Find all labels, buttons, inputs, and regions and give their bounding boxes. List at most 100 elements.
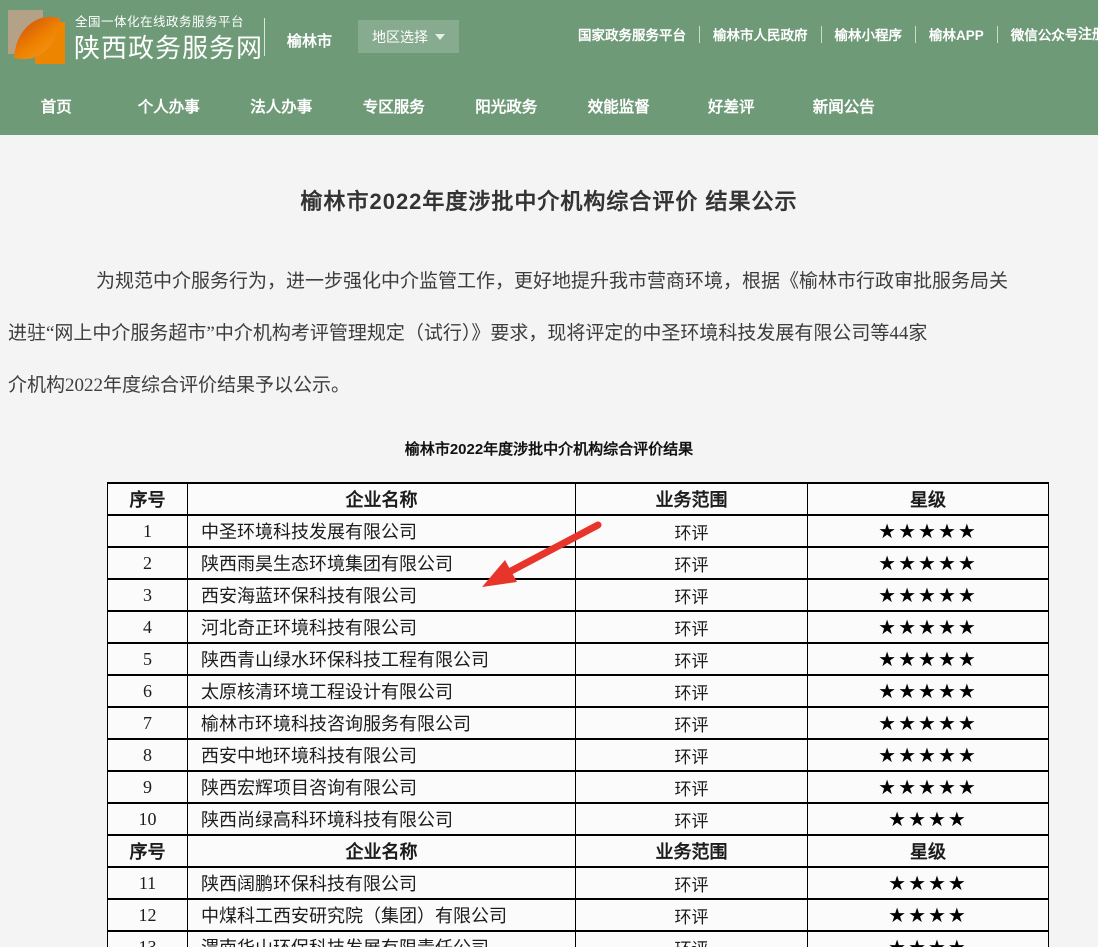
table-row: 10 陕西尚绿高科环境科技有限公司 环评 ★★★★: [107, 802, 1049, 836]
header-links: 国家政务服务平台 榆林市人民政府 榆林小程序 榆林APP 微信公众号: [578, 24, 1078, 44]
column-header: 序号: [107, 834, 188, 868]
cell-scope: 环评: [575, 514, 808, 548]
cell-scope: 环评: [575, 802, 808, 836]
header-link-separator: [699, 25, 700, 43]
platform-subtitle: 全国一体化在线政务服务平台: [75, 15, 245, 29]
cell-scope: 环评: [575, 738, 808, 772]
table-caption: 榆林市2022年度涉批中介机构综合评价结果: [404, 441, 694, 458]
nav-item-3[interactable]: 法人办事: [250, 99, 313, 116]
nav-item-8[interactable]: 新闻公告: [812, 99, 875, 116]
cell-stars: ★★★★★: [807, 706, 1049, 740]
cell-name: 中煤科工西安研究院（集团）有限公司: [187, 898, 576, 932]
cell-no: 13: [107, 930, 188, 947]
region-select-label: 地区选择: [372, 28, 428, 45]
cell-stars: ★★★★: [807, 930, 1049, 947]
paragraph-line-1: 为规范中介服务行为，进一步强化中介监管工作，更好地提升我市营商环境，根据《榆林市…: [96, 271, 1009, 292]
nav-item-4[interactable]: 专区服务: [362, 99, 425, 116]
cell-no: 10: [107, 802, 188, 836]
cell-no: 2: [107, 546, 188, 580]
cell-name: 河北奇正环境科技有限公司: [187, 610, 576, 644]
column-header: 业务范围: [575, 482, 808, 516]
cell-no: 12: [107, 898, 188, 932]
table-row: 6 太原核清环境工程设计有限公司 环评 ★★★★★: [107, 674, 1049, 708]
cell-no: 11: [107, 866, 188, 900]
table-header-row: 序号 企业名称 业务范围 星级: [107, 482, 1049, 516]
page-content: 榆林市2022年度涉批中介机构综合评价 结果公示 为规范中介服务行为，进一步强化…: [0, 135, 1098, 947]
site-header: 全国一体化在线政务服务平台 陕西政务服务网 榆林市 地区选择 国家政务服务平台 榆…: [0, 0, 1098, 135]
cell-stars: ★★★★★: [807, 642, 1049, 676]
nav-item-6[interactable]: 效能监督: [587, 99, 650, 116]
header-link-separator: [996, 25, 998, 43]
cell-no: 3: [107, 578, 188, 612]
cell-scope: 环评: [575, 770, 808, 804]
table-row: 4 河北奇正环境科技有限公司 环评 ★★★★★: [107, 610, 1049, 644]
cell-stars: ★★★★★: [807, 770, 1049, 804]
cell-scope: 环评: [575, 674, 808, 708]
header-link-4[interactable]: 榆林APP: [929, 28, 984, 43]
cell-name: 陕西阔鹏环保科技有限公司: [187, 866, 576, 900]
column-header: 序号: [107, 482, 188, 516]
cell-no: 5: [107, 642, 188, 676]
register-link[interactable]: 注册: [1078, 26, 1098, 42]
column-header: 星级: [807, 834, 1049, 868]
chevron-down-icon: [435, 33, 445, 40]
paragraph-line-2: 进驻“网上中介服务超市”中介机构考评管理规定（试行）》要求，现将评定的中圣环境科…: [8, 323, 928, 344]
site-title: 陕西政务服务网: [74, 33, 264, 63]
table-row: 11 陕西阔鹏环保科技有限公司 环评 ★★★★: [107, 866, 1049, 900]
cell-no: 4: [107, 610, 188, 644]
header-link-separator: [820, 25, 822, 43]
table-row: 12 中煤科工西安研究院（集团）有限公司 环评 ★★★★: [107, 898, 1049, 932]
cell-stars: ★★★★★: [807, 610, 1049, 644]
cell-scope: 环评: [575, 898, 808, 932]
header-divider: [264, 18, 265, 56]
header-link-separator: [915, 25, 916, 43]
cell-scope: 环评: [575, 930, 808, 947]
cell-scope: 环评: [575, 578, 808, 612]
cell-no: 1: [107, 514, 188, 548]
cell-name: 渭南华山环保科技发展有限责任公司: [187, 930, 576, 947]
region-select-button[interactable]: 地区选择: [358, 20, 459, 53]
cell-scope: 环评: [575, 866, 808, 900]
cell-stars: ★★★★★: [807, 738, 1049, 772]
nav-item-7[interactable]: 好差评: [707, 99, 755, 116]
cell-stars: ★★★★: [807, 802, 1049, 836]
table-row: 5 陕西青山绿水环保科技工程有限公司 环评 ★★★★★: [107, 642, 1049, 676]
table-row: 8 西安中地环境科技有限公司 环评 ★★★★★: [107, 738, 1049, 772]
cell-stars: ★★★★★: [807, 674, 1049, 708]
cell-scope: 环评: [575, 706, 808, 740]
page-title: 榆林市2022年度涉批中介机构综合评价 结果公示: [300, 189, 798, 214]
cell-no: 7: [107, 706, 188, 740]
cell-name: 陕西尚绿高科环境科技有限公司: [187, 802, 576, 836]
cell-scope: 环评: [575, 610, 808, 644]
header-link-1[interactable]: 国家政务服务平台: [578, 28, 686, 43]
cell-no: 6: [107, 674, 188, 708]
header-link-3[interactable]: 榆林小程序: [834, 28, 903, 43]
header-link-5[interactable]: 微信公众号: [1010, 28, 1079, 43]
cell-stars: ★★★★: [807, 866, 1049, 900]
column-header: 企业名称: [187, 834, 576, 868]
cell-scope: 环评: [575, 642, 808, 676]
nav-item-1[interactable]: 首页: [40, 99, 72, 116]
nav-item-2[interactable]: 个人办事: [137, 99, 200, 116]
results-table-body: 序号 企业名称 业务范围 星级 1 中圣环境科技发展有限公司 环评 ★★★★★ 2 陕西雨昊生态环…: [107, 482, 1049, 947]
cell-no: 8: [107, 738, 188, 772]
table-row: 1 中圣环境科技发展有限公司 环评 ★★★★★: [107, 514, 1049, 548]
paragraph-line-3: 介机构2022年度综合评价结果予以公示。: [8, 375, 351, 396]
column-header: 业务范围: [575, 834, 808, 868]
nav-item-5[interactable]: 阳光政务: [475, 99, 538, 116]
table-header-row: 序号 企业名称 业务范围 星级: [107, 834, 1049, 868]
cell-scope: 环评: [575, 546, 808, 580]
header-link-2[interactable]: 榆林市人民政府: [713, 28, 808, 43]
cell-stars: ★★★★★: [807, 514, 1049, 548]
cell-name: 陕西宏辉项目咨询有限公司: [187, 770, 576, 804]
cell-no: 9: [107, 770, 188, 804]
table-row: 3 西安海蓝环保科技有限公司 环评 ★★★★★: [107, 578, 1049, 612]
cell-stars: ★★★★★: [807, 578, 1049, 612]
cell-name: 太原核清环境工程设计有限公司: [187, 674, 576, 708]
cell-name: 西安中地环境科技有限公司: [187, 738, 576, 772]
cell-name: 陕西青山绿水环保科技工程有限公司: [187, 642, 576, 676]
table-row: 13渭南华山环保科技发展有限责任公司环评★★★★: [107, 930, 1049, 947]
current-city-label: 榆林市: [287, 33, 333, 50]
site-logo-icon: [8, 7, 66, 65]
cell-stars: ★★★★★: [807, 546, 1049, 580]
